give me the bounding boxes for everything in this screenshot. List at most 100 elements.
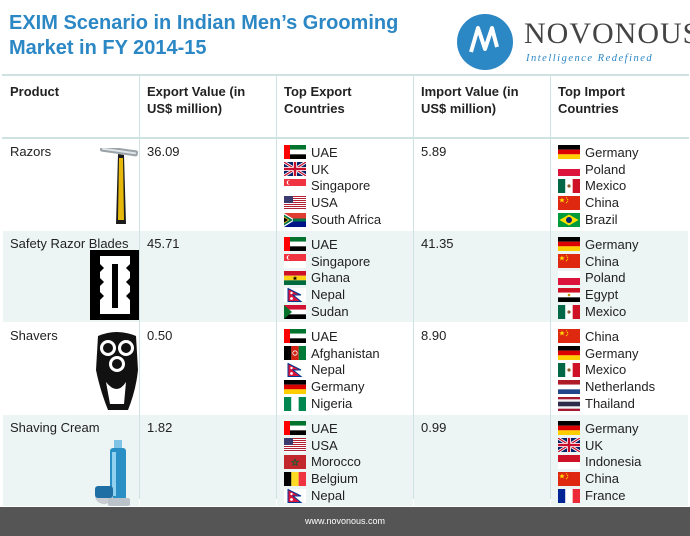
country-name: Germany <box>585 345 639 361</box>
logo-tagline: Intelligence Redefined <box>526 53 654 64</box>
country-item: Afghanistan <box>284 345 407 362</box>
country-name: Morocco <box>311 454 361 470</box>
flag-icon <box>558 212 580 227</box>
country-name: South Africa <box>311 212 382 228</box>
export-value-cell: 1.82 <box>139 414 277 507</box>
country-item: Indonesia <box>558 454 682 471</box>
country-item: China <box>558 253 682 270</box>
import-value: 0.99 <box>421 420 447 435</box>
country-item: UAE <box>284 236 407 253</box>
country-item: China <box>558 328 682 345</box>
flag-icon <box>284 287 306 302</box>
country-item: South Africa <box>284 211 407 228</box>
flag-icon <box>558 287 580 302</box>
logo-wordmark: NOVONOUS <box>524 17 690 50</box>
flag-icon <box>284 270 306 285</box>
country-item: Germany <box>558 236 682 253</box>
flag-icon <box>284 488 306 503</box>
flag-icon <box>558 346 580 361</box>
export-countries-cell: UAE USA Morocco Belgium Nepal <box>276 414 414 507</box>
flag-icon <box>284 254 306 269</box>
flag-icon <box>558 471 580 486</box>
flag-icon <box>284 178 306 193</box>
country-item: Brazil <box>558 211 682 228</box>
country-name: Singapore <box>311 253 371 269</box>
country-item: Morocco <box>284 454 407 471</box>
country-item: USA <box>284 194 407 211</box>
country-name: USA <box>311 195 338 211</box>
country-item: Germany <box>558 144 682 161</box>
country-item: Belgium <box>284 470 407 487</box>
country-name: Singapore <box>311 178 371 194</box>
flag-icon <box>558 304 580 319</box>
country-name: Poland <box>585 270 626 286</box>
header-product: Product <box>2 74 140 139</box>
flag-icon <box>558 145 580 160</box>
export-countries-cell: UAE Singapore Ghana Nepal Sudan <box>276 230 414 323</box>
flag-icon <box>284 396 306 411</box>
flag-icon <box>284 346 306 361</box>
table-row: Razors 36.09 UAE UK Singapore USA South Afric… <box>2 137 689 231</box>
import-countries-cell: Germany UK Indonesia China France <box>550 414 689 507</box>
country-name: Mexico <box>585 304 627 320</box>
flag-icon <box>284 162 306 177</box>
flag-icon <box>558 162 580 177</box>
flag-icon <box>558 379 580 394</box>
country-item: Nepal <box>284 362 407 379</box>
import-value: 5.89 <box>421 144 447 159</box>
country-name: China <box>585 253 619 269</box>
country-name: Ghana <box>311 270 351 286</box>
country-item: USA <box>284 437 407 454</box>
flag-icon <box>558 454 580 469</box>
import-value-cell: 41.35 <box>413 230 551 323</box>
product-cell: Safety Razor Blades <box>2 230 140 323</box>
country-item: Egypt <box>558 286 682 303</box>
product-cell: Razors <box>2 137 140 231</box>
country-name: Nepal <box>311 362 345 378</box>
export-value: 36.09 <box>147 144 180 159</box>
import-countries-list: Germany UK Indonesia China France <box>558 420 682 504</box>
country-item: Singapore <box>284 178 407 195</box>
country-name: UAE <box>311 144 338 160</box>
country-name: Mexico <box>585 362 627 378</box>
export-countries-cell: UAE Afghanistan Nepal Germany Nigeria <box>276 322 414 415</box>
country-name: Germany <box>585 144 639 160</box>
header-export-value: Export Value (in US$ million) <box>139 74 277 139</box>
export-value: 45.71 <box>147 236 180 251</box>
import-countries-cell: Germany Poland Mexico China Brazil <box>550 137 689 231</box>
flag-icon <box>284 471 306 486</box>
flag-icon <box>558 421 580 436</box>
table-header-row: Product Export Value (in US$ million) To… <box>2 74 689 139</box>
country-name: UAE <box>311 328 338 344</box>
flag-icon <box>558 488 580 503</box>
country-name: UAE <box>311 236 338 252</box>
electric-shaver-icon <box>96 332 138 410</box>
export-countries-list: UAE Afghanistan Nepal Germany Nigeria <box>284 328 407 412</box>
razor-blade-icon <box>90 250 140 320</box>
flag-icon <box>558 254 580 269</box>
country-item: Nigeria <box>284 395 407 412</box>
country-name: Netherlands <box>585 379 656 395</box>
country-item: Mexico <box>558 303 682 320</box>
product-name: Razors <box>10 144 52 159</box>
country-name: Brazil <box>585 212 618 228</box>
country-name: Nepal <box>311 488 345 504</box>
flag-icon <box>284 145 306 160</box>
country-name: China <box>585 471 619 487</box>
product-name: Shavers <box>10 328 58 343</box>
flag-icon <box>284 379 306 394</box>
export-value: 0.50 <box>147 328 173 343</box>
flag-icon <box>284 362 306 377</box>
country-name: China <box>585 328 619 344</box>
import-value-cell: 0.99 <box>413 414 551 507</box>
flag-icon <box>558 195 580 210</box>
country-name: Sudan <box>311 304 349 320</box>
flag-icon <box>558 438 580 453</box>
page-title: EXIM Scenario in Indian Men’s Grooming M… <box>9 12 399 59</box>
import-countries-list: Germany China Poland Egypt Mexico <box>558 236 682 320</box>
country-item: UAE <box>284 328 407 345</box>
flag-icon <box>284 195 306 210</box>
country-name: China <box>585 195 619 211</box>
flag-icon <box>558 362 580 377</box>
country-item: UK <box>284 161 407 178</box>
